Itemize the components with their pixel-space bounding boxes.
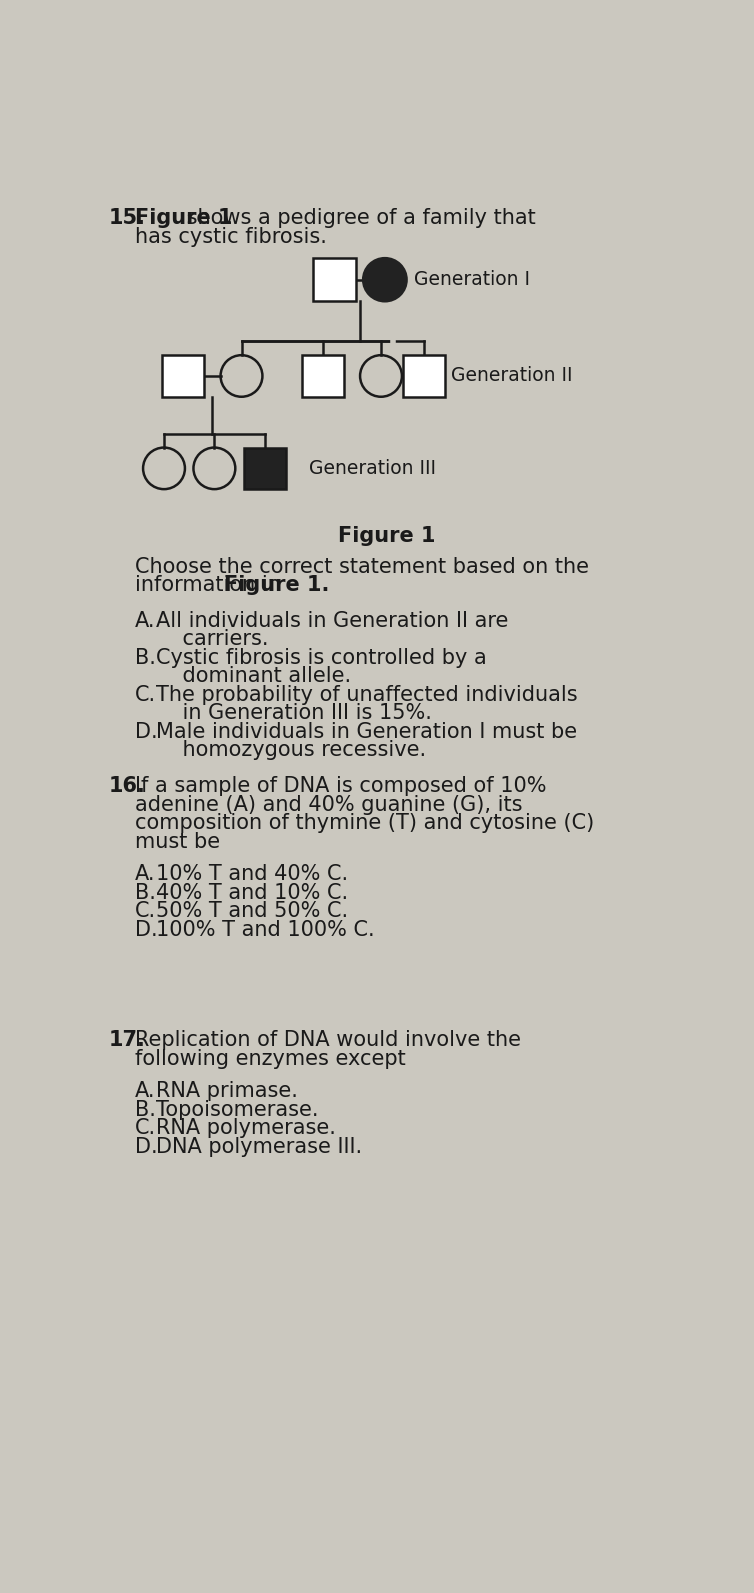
Text: 10% T and 40% C.: 10% T and 40% C. [156, 863, 348, 884]
Text: must be: must be [134, 832, 219, 852]
Text: adenine (A) and 40% guanine (G), its: adenine (A) and 40% guanine (G), its [134, 795, 522, 816]
Bar [244, 448, 286, 489]
Text: 16.: 16. [109, 776, 145, 796]
Text: 17.: 17. [109, 1031, 145, 1050]
Text: Figure 1: Figure 1 [338, 526, 435, 546]
Text: carriers.: carriers. [156, 629, 268, 650]
Text: The probability of unaffected individuals: The probability of unaffected individual… [156, 685, 578, 704]
Text: Replication of DNA would involve the: Replication of DNA would involve the [134, 1031, 520, 1050]
Text: A.: A. [134, 863, 155, 884]
Text: RNA primase.: RNA primase. [156, 1082, 298, 1101]
Text: A.: A. [134, 1082, 155, 1101]
Bar [403, 355, 445, 397]
Text: Cystic fibrosis is controlled by a: Cystic fibrosis is controlled by a [156, 648, 487, 667]
Circle shape [368, 352, 418, 400]
Text: C.: C. [134, 1118, 155, 1139]
Text: B.: B. [134, 1099, 155, 1120]
Text: 40% T and 10% C.: 40% T and 10% C. [156, 883, 348, 903]
Text: Choose the correct statement based on the: Choose the correct statement based on th… [134, 558, 589, 577]
Text: If a sample of DNA is composed of 10%: If a sample of DNA is composed of 10% [134, 776, 546, 796]
Circle shape [363, 258, 406, 301]
Text: Generation III: Generation III [309, 459, 436, 478]
Bar [313, 258, 356, 301]
Text: dominant allele.: dominant allele. [156, 666, 351, 687]
Bar [162, 355, 204, 397]
Bar [302, 355, 344, 397]
Text: Topoisomerase.: Topoisomerase. [156, 1099, 319, 1120]
Text: following enzymes except: following enzymes except [134, 1048, 406, 1069]
Text: Male individuals in Generation I must be: Male individuals in Generation I must be [156, 722, 578, 742]
Text: RNA polymerase.: RNA polymerase. [156, 1118, 336, 1139]
Text: B.: B. [134, 883, 155, 903]
Text: C.: C. [134, 902, 155, 921]
Text: D.: D. [134, 722, 157, 742]
Text: homozygous recessive.: homozygous recessive. [156, 741, 426, 760]
Text: Figure 1.: Figure 1. [225, 575, 329, 596]
Text: shows a pedigree of a family that: shows a pedigree of a family that [179, 209, 535, 228]
Text: Generation I: Generation I [415, 271, 530, 290]
Text: Figure 1: Figure 1 [134, 209, 232, 228]
Text: information in: information in [134, 575, 287, 596]
Text: Generation II: Generation II [451, 366, 572, 386]
Text: in Generation III is 15%.: in Generation III is 15%. [156, 703, 432, 723]
Text: All individuals in Generation II are: All individuals in Generation II are [156, 610, 509, 631]
Text: A.: A. [134, 610, 155, 631]
Text: B.: B. [134, 648, 155, 667]
Text: DNA polymerase III.: DNA polymerase III. [156, 1137, 363, 1157]
Text: 50% T and 50% C.: 50% T and 50% C. [156, 902, 348, 921]
Text: 15.: 15. [109, 209, 146, 228]
Text: 100% T and 100% C.: 100% T and 100% C. [156, 919, 375, 940]
Text: D.: D. [134, 919, 157, 940]
Text: D.: D. [134, 1137, 157, 1157]
Text: has cystic fibrosis.: has cystic fibrosis. [134, 226, 326, 247]
Text: C.: C. [134, 685, 155, 704]
Text: composition of thymine (T) and cytosine (C): composition of thymine (T) and cytosine … [134, 814, 594, 833]
